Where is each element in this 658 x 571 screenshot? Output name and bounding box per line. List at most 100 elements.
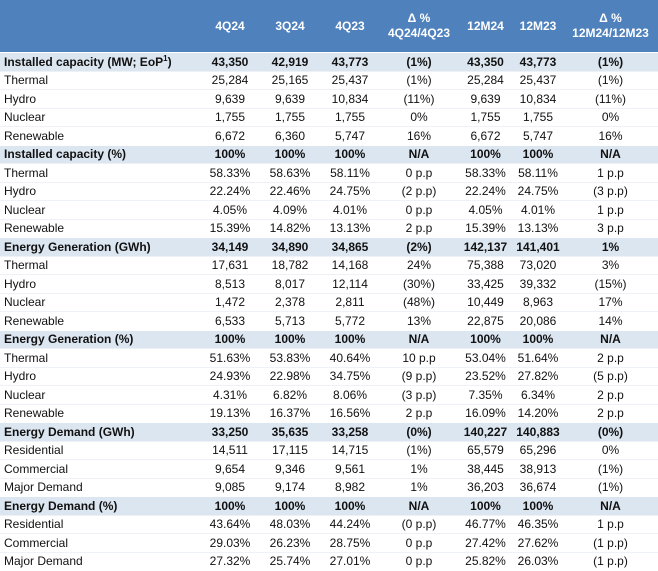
cell-value: 1% (380, 459, 458, 478)
cell-value: (1 p.p) (563, 551, 658, 570)
cell-value: (1%) (563, 459, 658, 478)
cell-value: 28.75% (320, 533, 380, 552)
cell-value: 100% (200, 144, 260, 164)
cell-value: 24% (380, 255, 458, 275)
cell-value: 14,168 (320, 255, 380, 275)
cell-value: 58.33% (458, 163, 513, 182)
cell-value: 17% (563, 292, 658, 312)
data-row: Hydro 22.24% 22.46% 24.75% (2 p.p) 22.24% 24.7… (0, 181, 658, 201)
data-row: Renewable 6,672 6,360 5,747 16% 6,672 5,747 16% (0, 126, 658, 145)
cell-value: 6,672 (458, 126, 513, 145)
cell-value: 22.24% (200, 181, 260, 201)
label-text: Hydro (4, 91, 37, 106)
cell-value: 36,203 (458, 477, 513, 497)
label-text: Renewable (4, 221, 65, 236)
row-label: Residential (0, 514, 200, 534)
cell-value: (1%) (380, 440, 458, 460)
cell-value: 100% (513, 496, 563, 515)
cell-value: 34,890 (260, 237, 320, 256)
cell-value: 100% (320, 329, 380, 349)
cell-value: 4.01% (320, 200, 380, 219)
cell-value: 9,639 (458, 89, 513, 108)
cell-value: 51.63% (200, 348, 260, 367)
section-row: Installed capacity (MW; EoP1) 43,350 42,91… (0, 52, 658, 71)
cell-value: 65,579 (458, 440, 513, 460)
header-line: 12M23 (519, 18, 557, 33)
cell-value: (1%) (380, 70, 458, 90)
cell-value: 43,350 (200, 52, 260, 71)
label-text: Renewable (4, 128, 65, 143)
cell-value: (0%) (563, 422, 658, 441)
row-label: Energy Demand (GWh) (0, 422, 200, 441)
cell-value: 42,919 (260, 52, 320, 71)
data-row: Nuclear 4.31% 6.82% 8.06% (3 p.p) 7.35% 6.34% 2… (0, 385, 658, 404)
cell-value: 58.33% (200, 163, 260, 182)
cell-value: 27.42% (458, 533, 513, 552)
cell-value: 73,020 (513, 255, 563, 275)
cell-value: 8,017 (260, 274, 320, 293)
cell-value: 0 p.p (380, 551, 458, 570)
cell-value: 1,755 (260, 107, 320, 127)
row-label: Renewable (0, 311, 200, 330)
cell-value: 16.37% (260, 403, 320, 423)
cell-value: 9,654 (200, 459, 260, 478)
cell-value: 22.24% (458, 181, 513, 201)
cell-value: 36,674 (513, 477, 563, 497)
cell-value: 100% (260, 329, 320, 349)
cell-value: 25,284 (200, 70, 260, 90)
cell-value: 1% (380, 477, 458, 497)
cell-value: 4.31% (200, 385, 260, 404)
section-row: Energy Generation (GWh) 34,149 34,890 34,86… (0, 237, 658, 256)
column-header: 12M23 (513, 0, 563, 53)
cell-value: 100% (200, 329, 260, 349)
label-text: Renewable (4, 313, 65, 328)
column-header: 3Q24 (260, 0, 320, 53)
cell-value: 4.05% (458, 200, 513, 219)
row-label: Installed capacity (%) (0, 144, 200, 164)
cell-value: 2 p.p (380, 403, 458, 423)
label-text: Major Demand (4, 554, 83, 569)
cell-value: 6.82% (260, 385, 320, 404)
cell-value: 10,834 (320, 89, 380, 108)
row-label: Energy Generation (%) (0, 329, 200, 349)
cell-value: 141,401 (513, 237, 563, 256)
data-row: Nuclear 4.05% 4.09% 4.01% 0 p.p 4.05% 4.01% 1 p… (0, 200, 658, 219)
cell-value: 5,772 (320, 311, 380, 330)
cell-value: 15.39% (200, 218, 260, 238)
cell-value: (3 p.p) (563, 181, 658, 201)
data-row: Commercial 9,654 9,346 9,561 1% 38,445 38,913(… (0, 459, 658, 478)
column-header: 12M24 (458, 0, 513, 53)
cell-value: 13.13% (513, 218, 563, 238)
section-row: Energy Demand (GWh) 33,250 35,635 33,258 (0%… (0, 422, 658, 441)
cell-value: 24.93% (200, 366, 260, 386)
cell-value: 2 p.p (380, 218, 458, 238)
cell-value: 10,449 (458, 292, 513, 312)
cell-value: (48%) (380, 292, 458, 312)
cell-value: 13.13% (320, 218, 380, 238)
label-text: Residential (4, 517, 64, 532)
cell-value: (5 p.p) (563, 366, 658, 386)
label-text: Hydro (4, 276, 37, 291)
data-row: Hydro 9,639 9,639 10,834 (11%) 9,639 10,834 (11… (0, 89, 658, 108)
cell-value: (0 p.p) (380, 514, 458, 534)
cell-value: 1% (563, 237, 658, 256)
label-text: Nuclear (4, 110, 46, 125)
cell-value: 100% (260, 144, 320, 164)
cell-value: 27.32% (200, 551, 260, 570)
cell-value: 14% (563, 311, 658, 330)
cell-value: 33,250 (200, 422, 260, 441)
row-label: Hydro (0, 274, 200, 293)
cell-value: 25.82% (458, 551, 513, 570)
cell-value: 43,773 (320, 52, 380, 71)
cell-value: 10 p.p (380, 348, 458, 367)
row-label: Installed capacity (MW; EoP1) (0, 52, 200, 71)
cell-value: 8,513 (200, 274, 260, 293)
cell-value: 0 p.p (380, 200, 458, 219)
cell-value: 27.62% (513, 533, 563, 552)
cell-value: 12,114 (320, 274, 380, 293)
data-row: Thermal 25,284 25,165 25,437 (1%) 25,284 25,43… (0, 70, 658, 90)
cell-value: 100% (458, 496, 513, 515)
cell-value: 9,174 (260, 477, 320, 497)
cell-value: 2,378 (260, 292, 320, 312)
